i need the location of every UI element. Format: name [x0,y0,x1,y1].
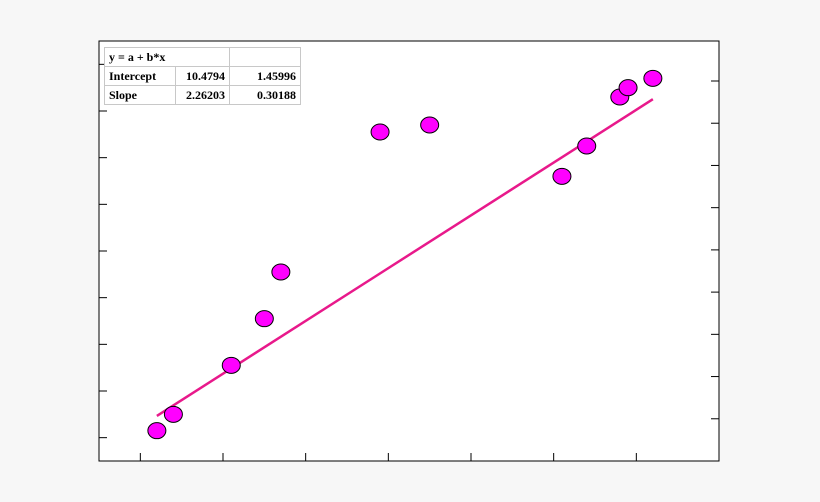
fit-empty-cell [229,47,301,67]
fit-results-table: y = a + b*x Intercept 10.4794 1.45996 Sl… [104,47,301,105]
slope-error: 0.30188 [229,85,301,105]
fit-slope-row: Slope 2.26203 0.30188 [104,85,301,105]
data-point [577,137,597,155]
fit-intercept-row: Intercept 10.4794 1.45996 [104,66,301,86]
data-points [147,69,663,440]
data-point [643,69,663,87]
x-axis-ticks [139,453,720,461]
fit-equation: y = a + b*x [104,47,230,67]
data-point [147,422,167,440]
intercept-value: 10.4794 [175,66,230,86]
y-axis-ticks [99,63,107,439]
data-point [254,310,274,328]
fit-equation-row: y = a + b*x [104,47,301,67]
data-point [271,263,291,281]
data-point [420,116,440,134]
data-point [221,356,241,374]
data-point [163,405,183,423]
plot-area [98,40,720,462]
data-point [618,79,638,97]
right-axis-ticks [711,80,719,420]
data-point [552,167,572,185]
data-point [370,123,390,141]
intercept-label: Intercept [104,66,176,86]
slope-label: Slope [104,85,176,105]
intercept-error: 1.45996 [229,66,301,86]
slope-value: 2.26203 [175,85,230,105]
